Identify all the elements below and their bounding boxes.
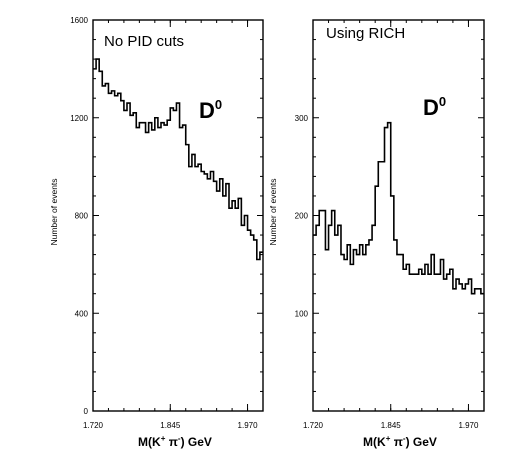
y-tick-label: 0 xyxy=(84,407,89,416)
peak-label-sup: 0 xyxy=(439,94,446,109)
panel-using-rich: 100 200 300 1.720 1.845 1.970 Using RICH D0 Numb… xyxy=(268,19,485,449)
y-tick-label: 100 xyxy=(295,309,309,318)
panel-title: Using RICH xyxy=(326,25,405,42)
y-tick-label: 800 xyxy=(75,212,89,221)
y-tick-label: 1200 xyxy=(70,114,88,123)
peak-label: D0 xyxy=(199,97,222,123)
x-tick-label: 1.970 xyxy=(458,421,479,430)
x-axis-label: M(K+ π-) GeV xyxy=(363,434,437,449)
y-tick-label: 1600 xyxy=(70,16,88,25)
peak-label-main: D xyxy=(423,95,439,120)
panel-no-pid-cuts: 0 400 800 1200 1600 1.720 1.845 1.970 No PID cut… xyxy=(49,16,264,449)
y-tick-label: 400 xyxy=(75,309,89,318)
x-tick-label: 1.970 xyxy=(238,421,259,430)
y-tick-label: 300 xyxy=(295,114,309,123)
histogram-series xyxy=(93,58,263,261)
x-tick-label: 1.720 xyxy=(303,421,324,430)
panel-title: No PID cuts xyxy=(104,33,184,50)
histogram-series xyxy=(313,121,484,295)
x-tick-label: 1.845 xyxy=(160,421,181,430)
x-axis-label: M(K+ π-) GeV xyxy=(138,434,212,449)
y-tick-label: 200 xyxy=(295,212,309,221)
plot-frame xyxy=(92,19,264,412)
x-tick-label: 1.720 xyxy=(83,421,104,430)
y-axis-label: Number of events xyxy=(268,178,278,245)
peak-label-main: D xyxy=(199,98,215,123)
plot-frame xyxy=(312,19,485,412)
y-axis-label: Number of events xyxy=(49,178,59,245)
x-tick-label: 1.845 xyxy=(381,421,402,430)
peak-label: D0 xyxy=(423,94,446,120)
peak-label-sup: 0 xyxy=(215,97,222,112)
